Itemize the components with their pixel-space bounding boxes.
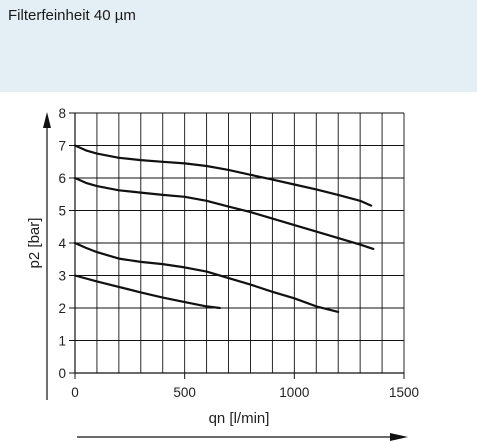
x-tick-label: 500 xyxy=(173,385,196,400)
y-tick-label: 0 xyxy=(58,366,66,381)
series-line-3 xyxy=(73,241,340,313)
y-tick-label: 5 xyxy=(58,204,66,219)
y-tick-label: 4 xyxy=(58,236,66,251)
y-axis-label: p2 [bar] xyxy=(26,218,43,269)
series-line-2 xyxy=(73,176,375,250)
y-direction-arrow-head xyxy=(43,112,51,128)
y-tick-label: 3 xyxy=(58,269,66,284)
y-tick-label: 8 xyxy=(58,106,66,121)
y-tick-label: 7 xyxy=(58,139,66,154)
x-tick-label: 1500 xyxy=(389,385,419,400)
y-tick-label: 2 xyxy=(58,301,66,316)
y-tick-label: 6 xyxy=(58,171,66,186)
x-direction-arrow-head xyxy=(390,433,408,441)
y-tick-label: 1 xyxy=(58,334,66,349)
series-line-1 xyxy=(73,144,373,207)
x-axis-label: qn [l/min] xyxy=(209,410,270,427)
chart-header-panel: Filterfeinheit 40 µm xyxy=(0,0,477,92)
chart-title: Filterfeinheit 40 µm xyxy=(8,7,136,24)
series-line-4 xyxy=(73,274,221,310)
x-tick-label: 1000 xyxy=(279,385,309,400)
x-tick-label: 0 xyxy=(71,385,79,400)
